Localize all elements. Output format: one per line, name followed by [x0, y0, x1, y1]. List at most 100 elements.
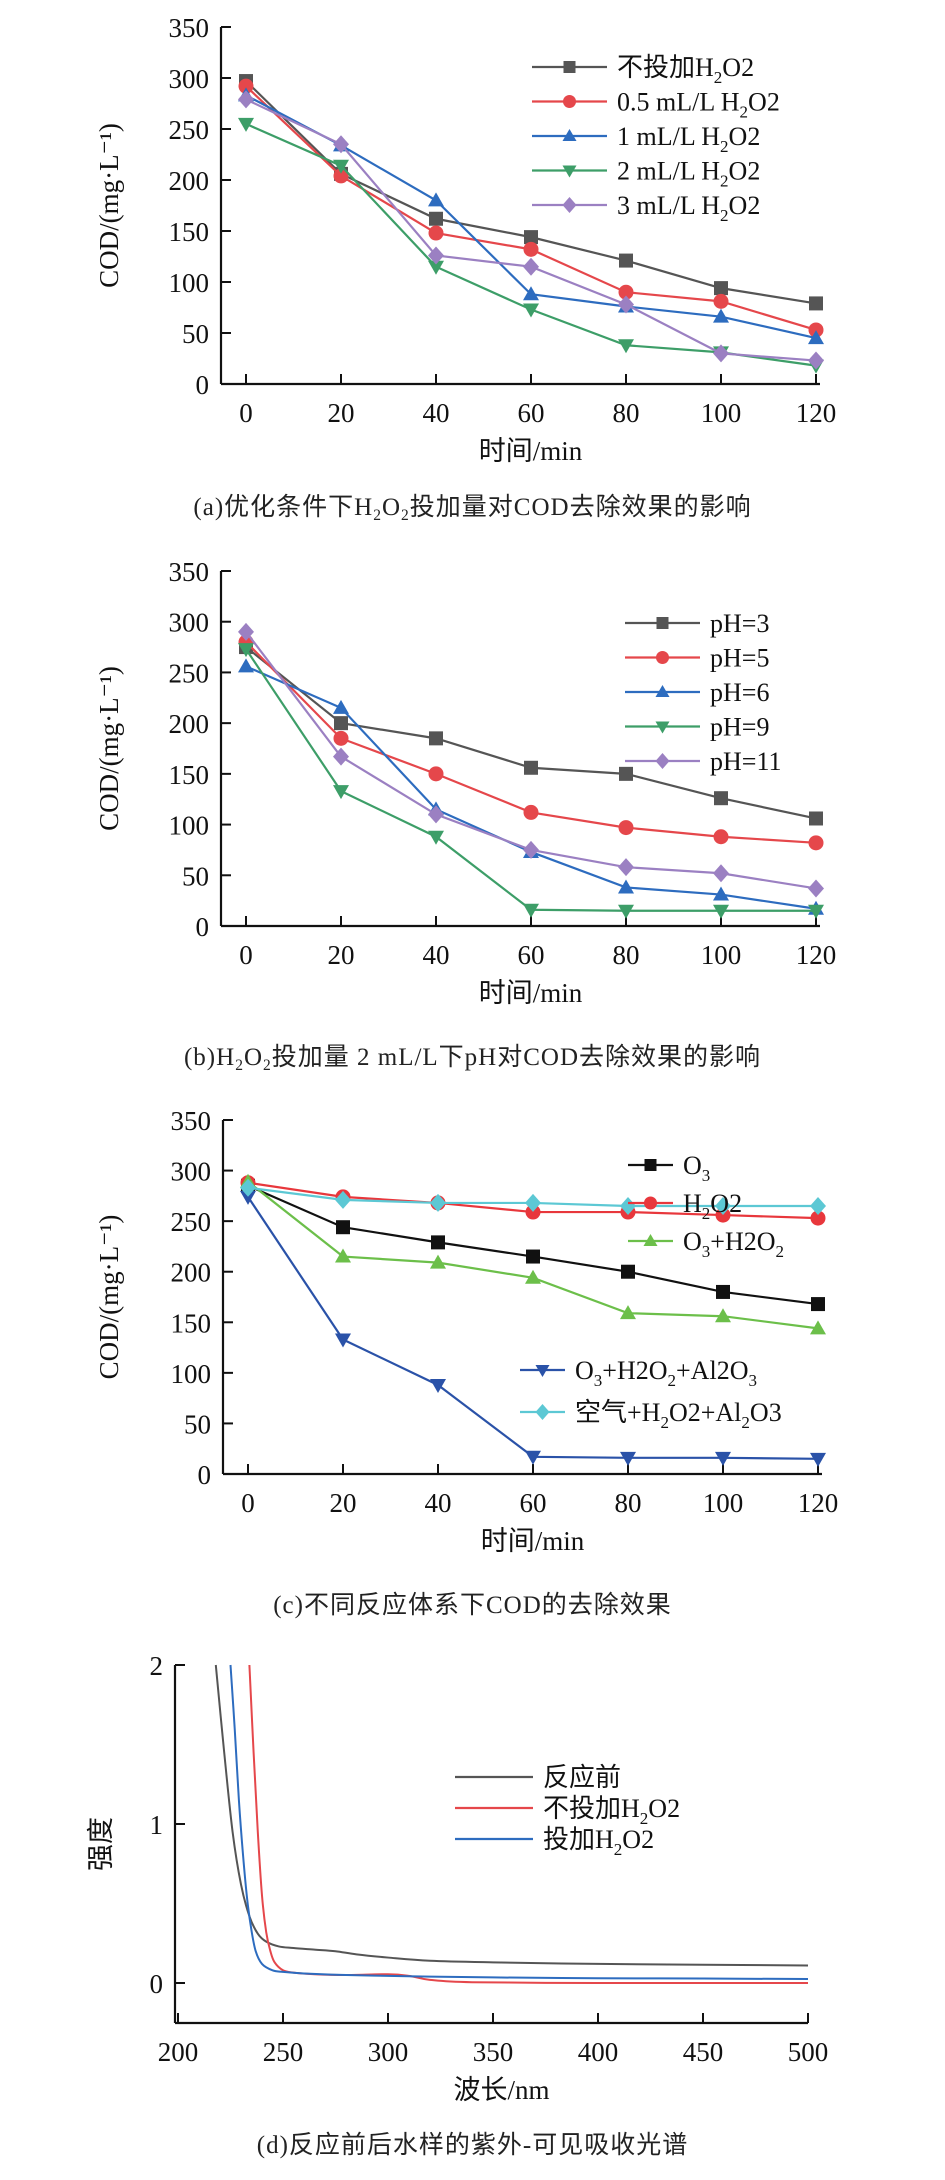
legend-marker — [655, 721, 670, 734]
x-tick-label: 60 — [520, 1488, 547, 1518]
series-a-4 — [238, 90, 824, 370]
x-axis-title: 时间/min — [481, 1526, 585, 1556]
x-tick-label: 40 — [423, 398, 450, 428]
data-point — [808, 879, 824, 898]
data-point — [240, 1190, 256, 1205]
y-tick-label: 300 — [169, 608, 210, 638]
data-point — [333, 747, 349, 766]
x-tick-label: 100 — [701, 940, 742, 970]
x-tick-label: 400 — [578, 2037, 619, 2067]
data-point — [715, 1451, 731, 1466]
data-point — [618, 820, 634, 836]
data-point — [430, 1254, 446, 1269]
data-point — [523, 804, 539, 820]
data-point — [810, 1320, 826, 1335]
y-tick-label: 150 — [171, 1308, 212, 1338]
y-tick-label: 2 — [150, 1651, 164, 1681]
x-tick-label: 80 — [615, 1488, 642, 1518]
legend-marker — [535, 1365, 550, 1377]
caption-c: (c)不同反应体系下COD的去除效果 — [273, 1592, 672, 1619]
legend-marker — [655, 685, 670, 697]
data-point — [525, 1450, 541, 1465]
y-tick-label: 200 — [169, 709, 210, 739]
y-tick-label: 150 — [169, 217, 210, 247]
legend-label: 反应前 — [543, 1763, 621, 1792]
series-c-3 — [240, 1190, 826, 1467]
data-point — [429, 211, 443, 226]
x-tick-label: 60 — [518, 398, 545, 428]
data-point — [618, 858, 634, 877]
data-point — [430, 1193, 446, 1212]
caption-b-rest: 投加量 2 mL/L下pH对COD去除效果的影响 — [271, 1044, 762, 1071]
y-tick-label: 350 — [169, 557, 210, 587]
data-point — [524, 760, 538, 775]
data-point — [428, 225, 444, 241]
legend-label: pH=9 — [710, 713, 769, 742]
y-axis-title: COD/(mg·L⁻¹) — [94, 666, 124, 831]
legend-label: 3 mL/L H2O2 — [617, 191, 760, 225]
legend-label: O3+H2O2+Al2O3 — [575, 1356, 757, 1390]
data-point — [334, 716, 348, 731]
data-point — [809, 296, 823, 311]
x-tick-label: 100 — [701, 398, 742, 428]
data-point — [618, 339, 634, 354]
chart-a: 0 50 100 150 200 250 300 350 0 20 40 60 80 100 120 时间/m… — [94, 13, 836, 466]
data-point — [621, 1264, 635, 1279]
legend-marker — [656, 651, 669, 664]
data-point — [430, 1378, 446, 1393]
x-tick-label: 100 — [703, 1488, 744, 1518]
data-point — [525, 1193, 541, 1212]
y-tick-label: 250 — [169, 115, 210, 145]
chart-d: 0 1 2 200 250 300 350 400 450 500 波长/nm 强度 反应前不投加H2O… — [86, 1651, 828, 2105]
data-point — [525, 1204, 541, 1220]
spectrum-curve — [214, 1664, 809, 1967]
x-tick-label: 40 — [425, 1488, 452, 1518]
data-point — [335, 1190, 351, 1209]
y-tick-label: 50 — [182, 319, 209, 349]
data-point — [238, 90, 254, 109]
data-point — [714, 791, 728, 806]
x-tick-label: 500 — [788, 2037, 829, 2067]
y-tick-label: 100 — [169, 268, 210, 298]
caption-d: (d)反应前后水样的紫外-可见吸收光谱 — [256, 2132, 689, 2159]
data-point — [428, 192, 444, 207]
y-tick-label: 350 — [171, 1106, 212, 1136]
chart-c: 0 50 100 150 200 250 300 350 0 20 40 60 80 100 120 时间/m… — [94, 1106, 838, 1556]
x-tick-label: 120 — [796, 398, 837, 428]
caption-b: (b)H2O2投加量 2 mL/L下pH对COD去除效果的影响 — [183, 1044, 762, 1075]
legend-marker — [535, 1404, 550, 1420]
data-point — [335, 1333, 351, 1348]
x-tick-label: 80 — [613, 940, 640, 970]
y-tick-label: 250 — [171, 1207, 212, 1237]
legend-label: pH=5 — [710, 644, 769, 673]
data-point — [808, 904, 824, 919]
x-tick-label: 0 — [241, 1488, 255, 1518]
legend-label: pH=3 — [710, 609, 769, 638]
x-tick-label: 20 — [328, 398, 355, 428]
x-tick-label: 40 — [423, 940, 450, 970]
x-tick-label: 350 — [473, 2037, 514, 2067]
data-point — [333, 168, 349, 184]
data-point — [523, 257, 539, 276]
y-tick-label: 250 — [169, 658, 210, 688]
y-tick-label: 300 — [171, 1157, 212, 1187]
data-point — [523, 903, 539, 918]
legend-label: pH=11 — [710, 747, 781, 776]
legend-label: 2 mL/L H2O2 — [617, 157, 760, 191]
caption-a: (a)优化条件下H2O2投加量对COD去除效果的影响 — [193, 494, 752, 525]
data-point — [428, 766, 444, 782]
data-point — [238, 78, 254, 94]
legend-label: 空气+H2O2+Al2O3 — [575, 1398, 782, 1432]
data-point — [715, 1308, 731, 1323]
y-tick-label: 1 — [150, 1810, 164, 1840]
data-point — [809, 811, 823, 826]
data-point — [715, 1207, 731, 1223]
data-point — [810, 1210, 826, 1226]
data-point — [715, 1196, 731, 1215]
series-d-1 — [248, 1664, 808, 1985]
data-point — [713, 864, 729, 883]
x-axis-title: 时间/min — [479, 978, 583, 1008]
y-axis-title: 强度 — [86, 1817, 116, 1871]
data-point — [523, 840, 539, 859]
data-point — [336, 1220, 350, 1235]
